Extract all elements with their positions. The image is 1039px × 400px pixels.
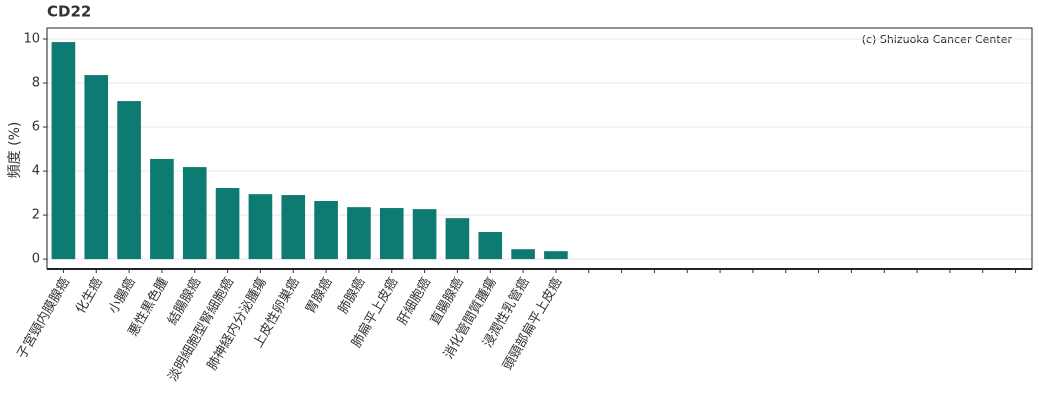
- bar: [117, 101, 141, 260]
- y-tick-label: 2: [32, 208, 40, 223]
- x-tick-label: 子宮頸内膜腺癌: [14, 275, 73, 362]
- bar: [478, 232, 503, 260]
- bar: [412, 209, 437, 260]
- x-tick-label: 頭頸部扁平上皮癌: [500, 275, 566, 373]
- x-tick-label: 肺腺癌: [335, 275, 368, 317]
- bar: [182, 167, 207, 260]
- bar: [281, 195, 306, 260]
- y-tick-label: 6: [32, 120, 40, 135]
- x-tick-label: 化生癌: [72, 275, 105, 317]
- chart-title: CD22: [47, 3, 91, 21]
- bar: [248, 194, 273, 260]
- x-tick-label: 肺神経内分泌腫瘍: [204, 275, 270, 373]
- bar: [84, 75, 109, 260]
- y-tick-label: 4: [32, 164, 40, 179]
- bar: [379, 208, 404, 260]
- bar: [150, 158, 174, 260]
- y-tick-label: 10: [23, 32, 40, 47]
- bar: [314, 200, 338, 260]
- bar: [544, 251, 568, 260]
- bar: [347, 207, 371, 260]
- bar: [215, 188, 240, 260]
- bar: [51, 42, 76, 260]
- bar: [511, 249, 535, 260]
- y-tick-label: 0: [32, 252, 40, 267]
- bar: [445, 218, 470, 260]
- x-tick-label: 胃腺癌: [302, 275, 335, 317]
- x-tick-label: 小腸癌: [105, 275, 138, 317]
- y-axis-label: 頻度 (%): [7, 122, 23, 179]
- y-tick-label: 8: [32, 76, 40, 91]
